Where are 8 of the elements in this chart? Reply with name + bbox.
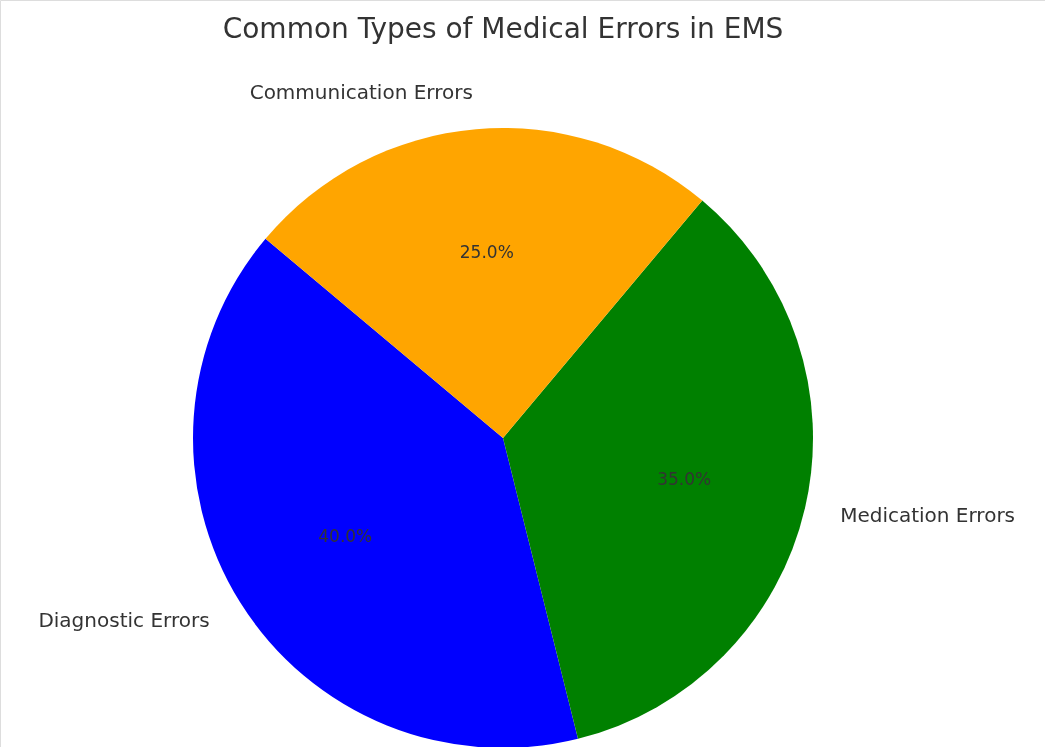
slice-label: Medication Errors (840, 502, 1016, 527)
data-label: 40.0% (318, 525, 373, 546)
data-label: 25.0% (459, 241, 514, 262)
chart-title: Common Types of Medical Errors in EMS (222, 12, 784, 45)
slice-label: Communication Errors (249, 80, 473, 105)
data-label: 35.0% (657, 468, 712, 489)
slice-label: Diagnostic Errors (38, 608, 210, 633)
pie-slice (265, 128, 703, 438)
